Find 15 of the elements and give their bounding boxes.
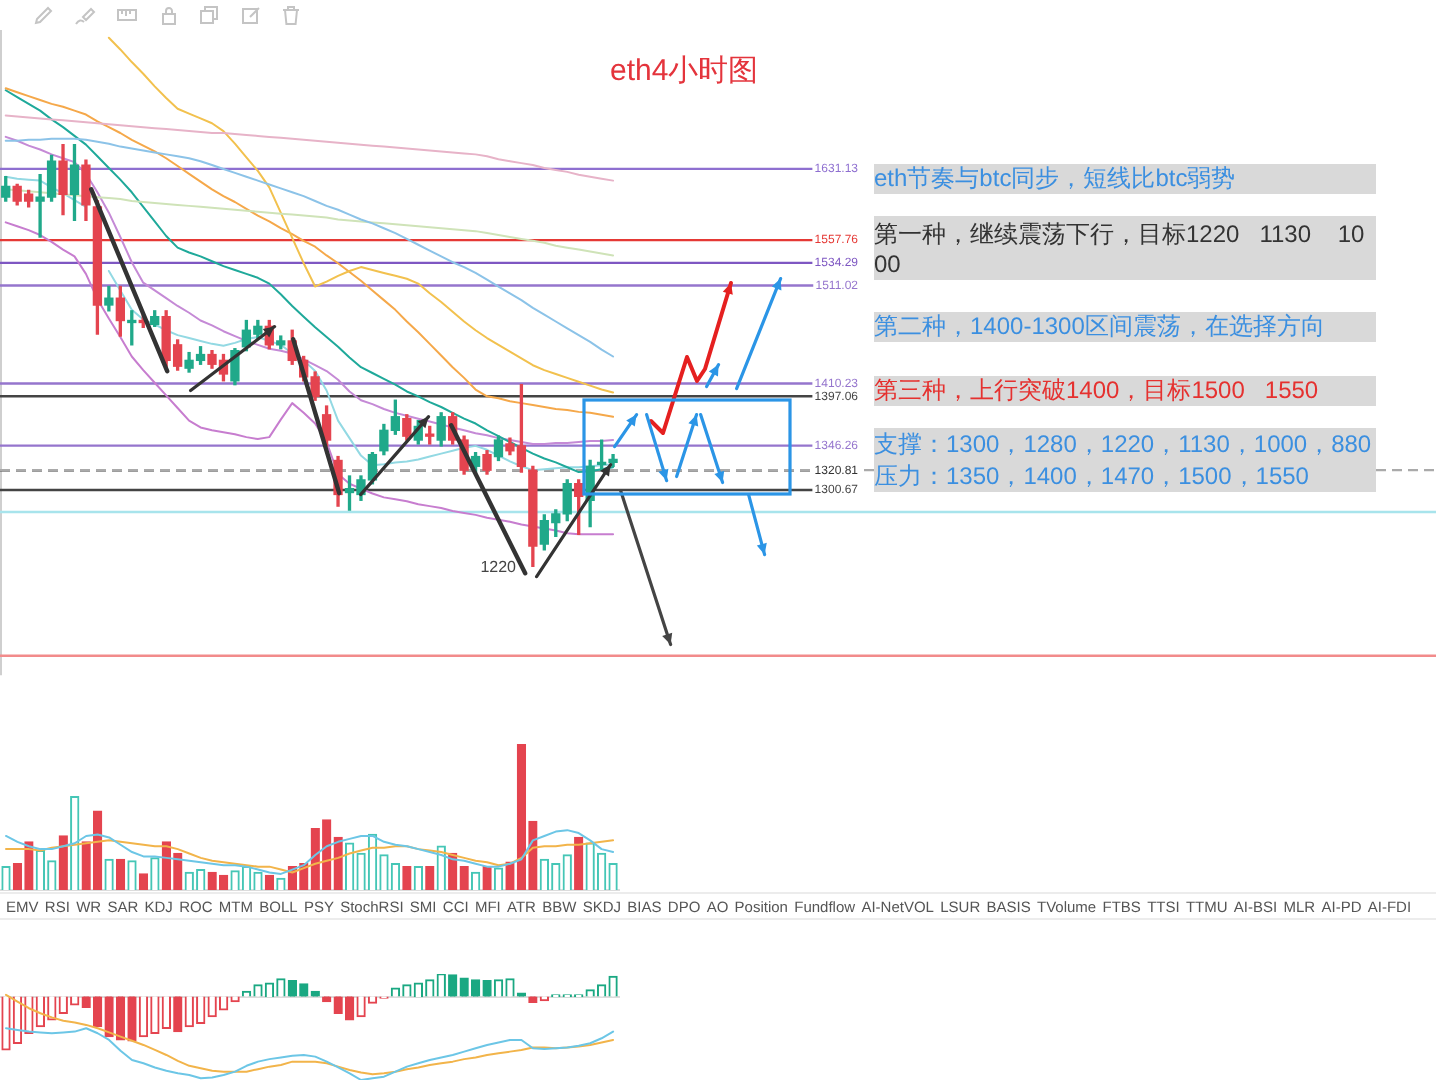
bar <box>58 835 68 890</box>
annotation: 1220 <box>478 558 516 578</box>
bar <box>425 865 435 890</box>
text: 支撑：1300，1280，1220，1130，1000，880 <box>874 428 1376 460</box>
text: 第二种，1400-1300区间震荡，在选择方向 <box>874 312 1376 342</box>
bar <box>482 865 492 890</box>
bar <box>402 865 412 890</box>
bar <box>115 858 126 890</box>
text: 第三种，上行突破1400，目标1500 1550 <box>874 376 1376 406</box>
text: eth节奏与btc同步，短线比btc弱势 <box>874 164 1376 194</box>
text: 第一种，继续震荡下行，目标1220 1130 1000 <box>874 216 1376 280</box>
bar <box>138 873 149 890</box>
text: 压力：1350，1400，1470，1500，1550 <box>874 460 1376 492</box>
bar <box>574 836 584 890</box>
text: eth4小时图 <box>610 52 759 90</box>
